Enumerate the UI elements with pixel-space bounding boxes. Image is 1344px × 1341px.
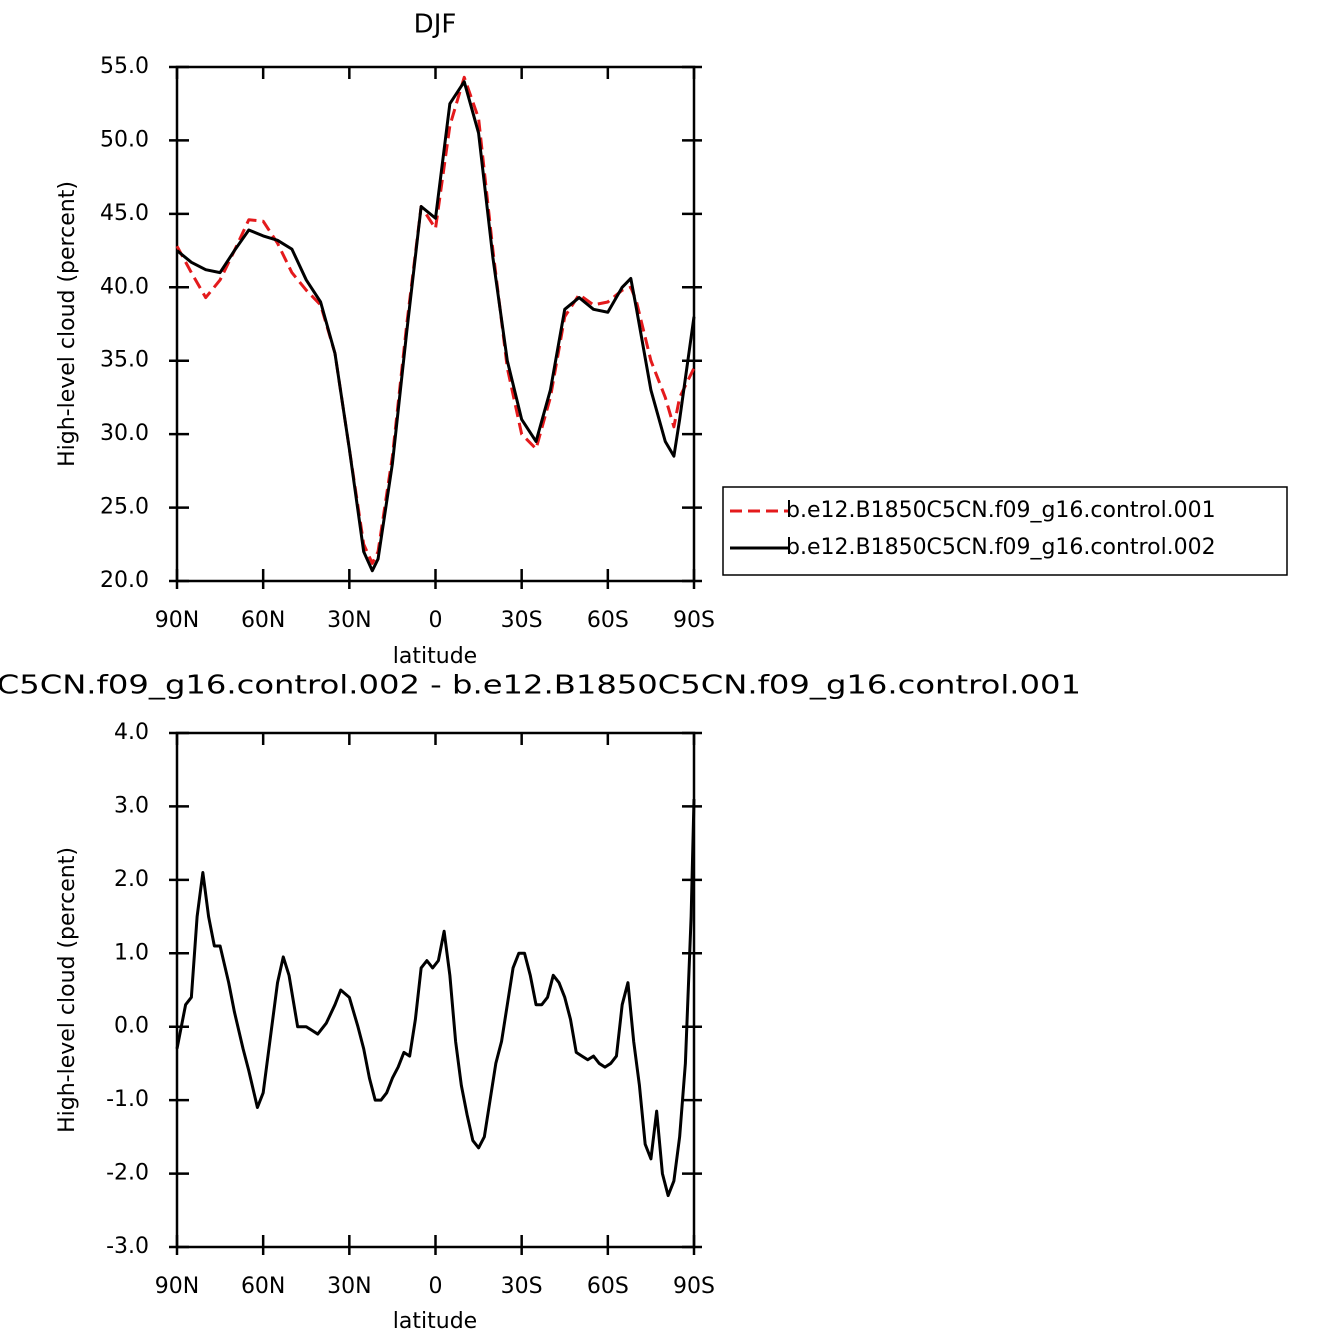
chart-title: DJF bbox=[414, 10, 457, 40]
x-tick-label: 90N bbox=[155, 1274, 199, 1299]
plot-frame bbox=[175, 65, 696, 583]
x-tick-label: 90N bbox=[155, 608, 199, 633]
y-tick-label: 50.0 bbox=[100, 127, 149, 152]
legend-label: b.e12.B1850C5CN.f09_g16.control.001 bbox=[786, 498, 1216, 523]
y-tick-label: 35.0 bbox=[100, 348, 149, 373]
x-tick-label: 60S bbox=[587, 608, 629, 633]
x-tick-label: 90S bbox=[673, 608, 715, 633]
data-line bbox=[175, 799, 696, 1198]
x-tick-label: 60N bbox=[241, 1274, 285, 1299]
data-line bbox=[176, 80, 696, 573]
y-tick-label: 55.0 bbox=[100, 54, 149, 79]
x-tick-label: 30S bbox=[501, 608, 543, 633]
y-tick-label: 25.0 bbox=[100, 495, 149, 520]
x-tick-label: 90S bbox=[673, 1274, 715, 1299]
y-tick-label: 0.0 bbox=[114, 1014, 149, 1039]
y-tick-label: 20.0 bbox=[100, 568, 149, 593]
plot-frame bbox=[175, 731, 696, 1249]
y-axis-label: High-level cloud (percent) bbox=[55, 181, 80, 467]
y-axis-label: High-level cloud (percent) bbox=[55, 847, 80, 1133]
y-tick-label: -3.0 bbox=[106, 1234, 149, 1259]
x-tick-label: 0 bbox=[429, 608, 443, 633]
legend-label: b.e12.B1850C5CN.f09_g16.control.002 bbox=[786, 535, 1216, 560]
x-tick-label: 30N bbox=[327, 608, 371, 633]
y-tick-label: 40.0 bbox=[100, 274, 149, 299]
data-line bbox=[175, 75, 696, 565]
x-axis-label: latitude bbox=[393, 1309, 477, 1334]
y-tick-label: -1.0 bbox=[106, 1087, 149, 1112]
y-tick-label: 45.0 bbox=[100, 201, 149, 226]
x-axis-label: latitude bbox=[393, 644, 477, 669]
chart-title: b.e12.B1850C5CN.f09_g16.control.002 - b.… bbox=[0, 671, 1081, 701]
y-tick-label: 30.0 bbox=[100, 421, 149, 446]
y-tick-label: 4.0 bbox=[114, 720, 149, 745]
x-tick-label: 0 bbox=[429, 1274, 443, 1299]
x-tick-label: 60S bbox=[587, 1274, 629, 1299]
x-tick-label: 30S bbox=[501, 1274, 543, 1299]
x-tick-label: 60N bbox=[241, 608, 285, 633]
y-tick-label: 2.0 bbox=[114, 867, 149, 892]
legend-box bbox=[722, 486, 1288, 576]
x-tick-label: 30N bbox=[327, 1274, 371, 1299]
y-tick-label: 3.0 bbox=[114, 793, 149, 818]
y-tick-label: 1.0 bbox=[114, 940, 149, 965]
y-tick-label: -2.0 bbox=[106, 1161, 149, 1186]
